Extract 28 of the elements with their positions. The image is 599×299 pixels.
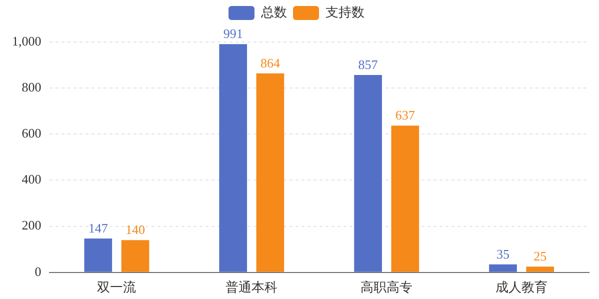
data-label: 864 xyxy=(260,55,280,70)
data-label: 140 xyxy=(126,222,146,238)
y-tick-label: 600 xyxy=(22,126,42,141)
x-tick-label: 双一流 xyxy=(97,280,136,295)
bar xyxy=(354,74,382,272)
y-tick-label: 200 xyxy=(22,218,42,233)
bar xyxy=(256,73,284,272)
legend-label: 支持数 xyxy=(326,4,364,20)
x-tick-label: 普通本科 xyxy=(226,280,278,295)
data-label: 991 xyxy=(223,26,243,41)
bar xyxy=(489,264,517,272)
data-label: 35 xyxy=(496,246,510,262)
bar xyxy=(219,44,248,272)
bar xyxy=(526,266,554,272)
y-tick-label: 400 xyxy=(22,172,42,187)
bar xyxy=(84,238,112,272)
y-tick-label: 0 xyxy=(34,264,42,279)
bar xyxy=(121,240,150,272)
x-tick-label: 成人教育 xyxy=(496,280,548,295)
y-tick-label: 1,000 xyxy=(12,33,42,48)
legend-label: 总数 xyxy=(260,4,287,20)
y-tick-label: 800 xyxy=(22,80,42,94)
x-tick-label: 高职高专 xyxy=(360,280,413,295)
data-label: 857 xyxy=(358,56,378,72)
data-label: 25 xyxy=(534,248,547,264)
bar xyxy=(391,126,420,272)
data-label: 637 xyxy=(395,108,416,123)
data-label: 147 xyxy=(88,220,108,236)
